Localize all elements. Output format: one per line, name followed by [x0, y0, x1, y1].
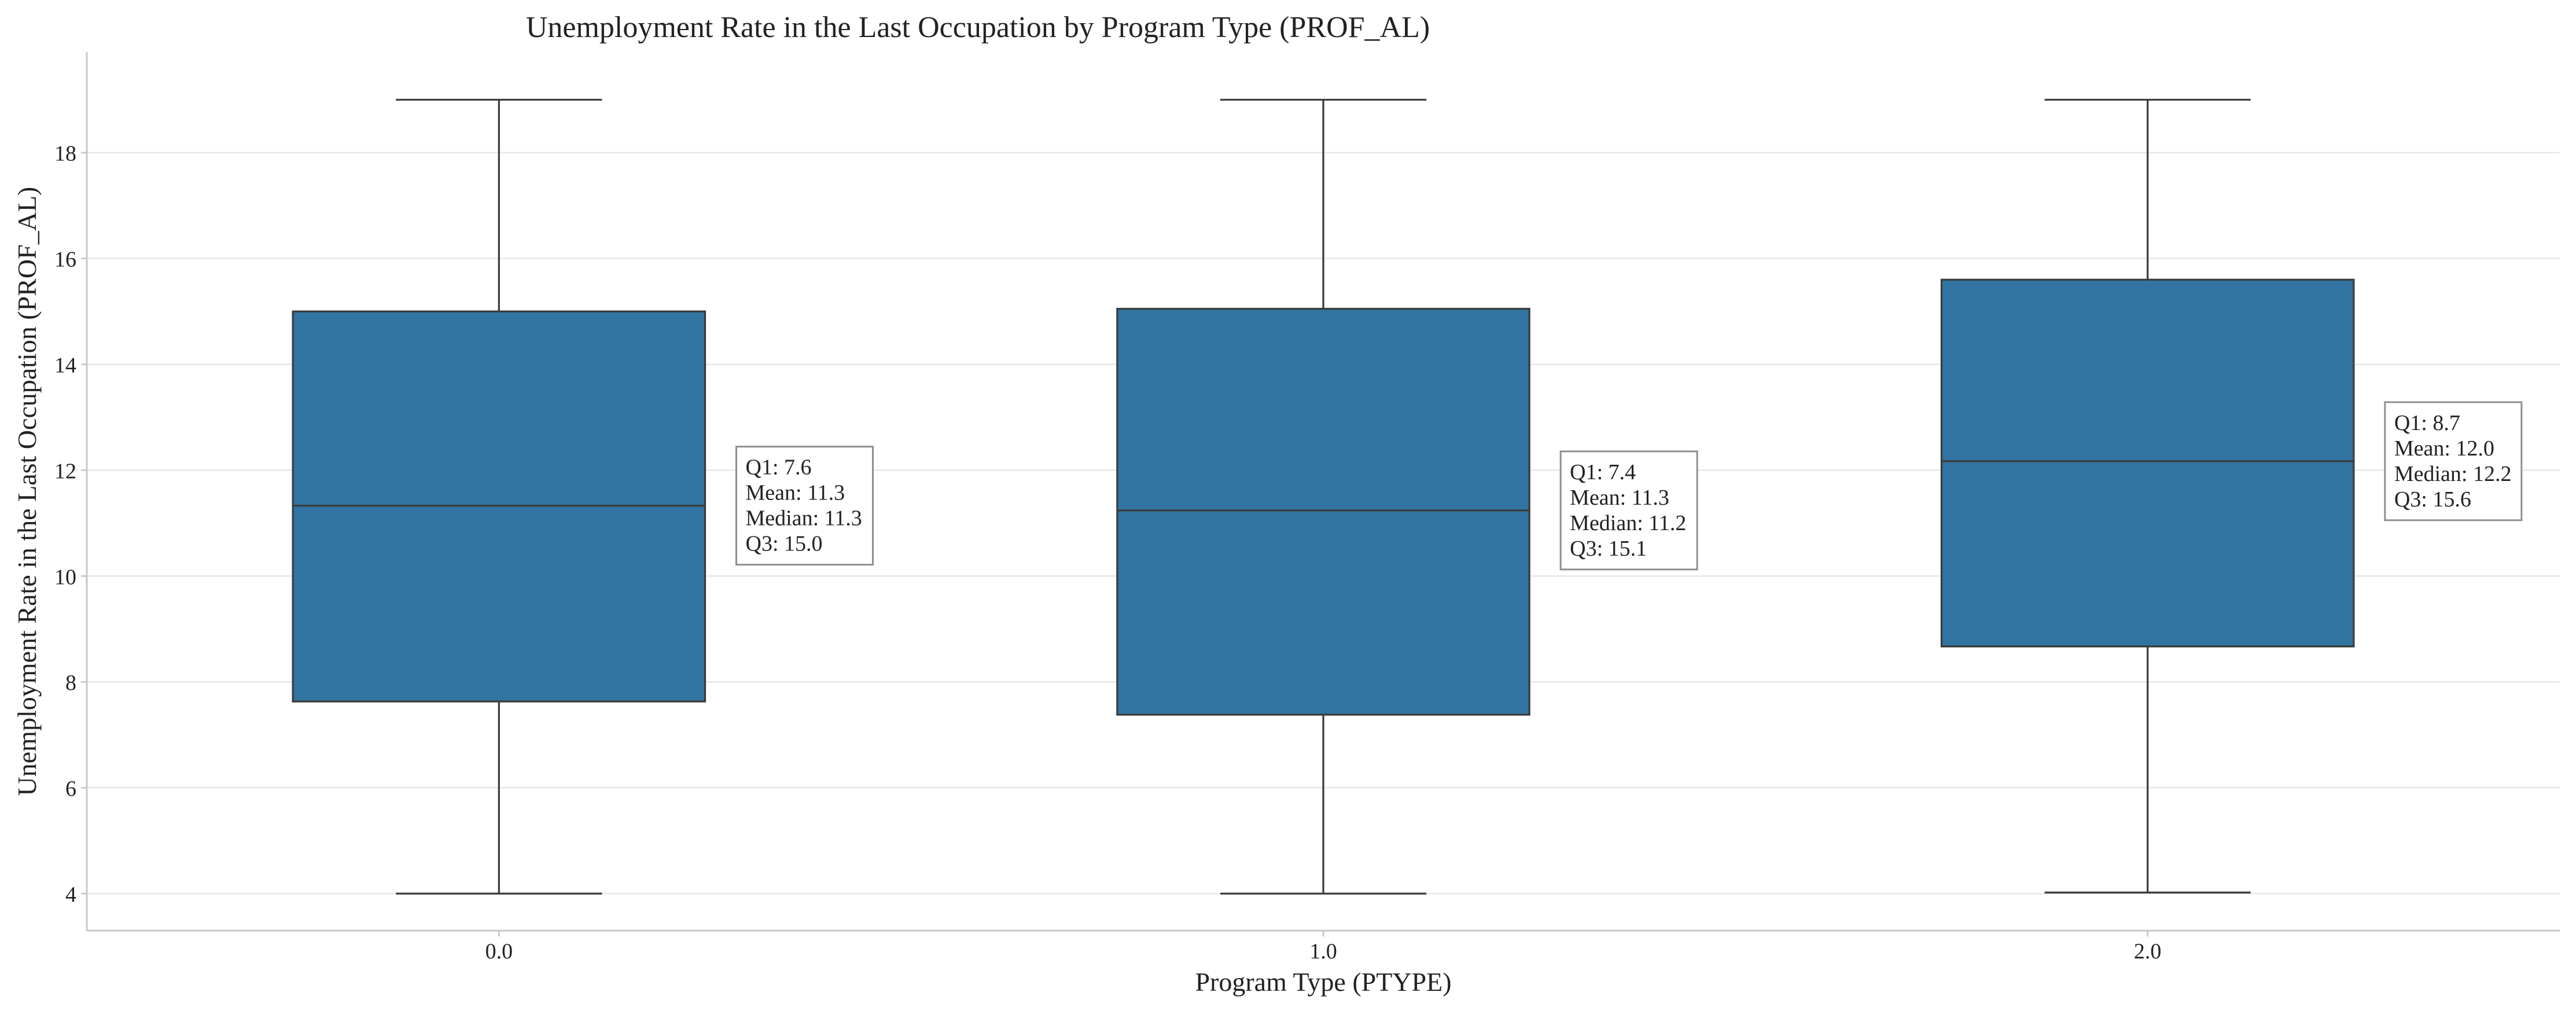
box-group [1940, 98, 2355, 894]
y-tick-label: 8 [65, 671, 76, 695]
stats-line: Q3: 15.6 [2394, 487, 2471, 512]
x-tick-label: 1.0 [1309, 939, 1337, 964]
stats-line: Q1: 7.4 [1570, 460, 1636, 484]
x-ticks: 0.0 1.0 2.0 [485, 931, 2162, 964]
stats-line: Mean: 12.0 [2394, 436, 2494, 461]
stats-line: Q1: 8.7 [2394, 411, 2460, 435]
stats-line: Q3: 15.1 [1570, 537, 1647, 561]
stats-line: Mean: 11.3 [1570, 486, 1669, 510]
iqr-box [1116, 307, 1530, 716]
stats-line: Q1: 7.6 [746, 455, 812, 480]
stats-line: Median: 12.2 [2394, 462, 2512, 486]
x-tick-label: 2.0 [2134, 939, 2162, 964]
chart-title: Unemployment Rate in the Last Occupation… [526, 11, 1430, 44]
boxes-layer [292, 98, 2355, 895]
y-tick-label: 6 [65, 777, 76, 801]
box-group [292, 98, 706, 895]
y-tick-label: 18 [54, 142, 76, 166]
y-tick-label: 12 [54, 459, 76, 483]
stats-line: Median: 11.2 [1570, 511, 1686, 535]
x-axis-label: Program Type (PTYPE) [1195, 967, 1451, 997]
box-group [1116, 98, 1530, 895]
y-tick-label: 16 [54, 248, 76, 272]
stats-line: Median: 11.3 [746, 506, 862, 531]
iqr-box [1940, 278, 2355, 648]
stats-box [1559, 450, 1698, 571]
stats-line: Mean: 11.3 [746, 481, 845, 505]
stats-box [2384, 401, 2523, 521]
y-tick-label: 10 [54, 565, 76, 589]
y-axis-label: Unemployment Rate in the Last Occupation… [12, 187, 42, 796]
stats-line: Q3: 15.0 [746, 532, 823, 556]
y-ticks: 4 6 8 10 12 14 16 18 [54, 142, 87, 907]
y-tick-label: 14 [54, 354, 76, 378]
stats-box [735, 446, 874, 566]
x-tick-label: 0.0 [485, 939, 513, 964]
y-tick-label: 4 [65, 883, 76, 907]
